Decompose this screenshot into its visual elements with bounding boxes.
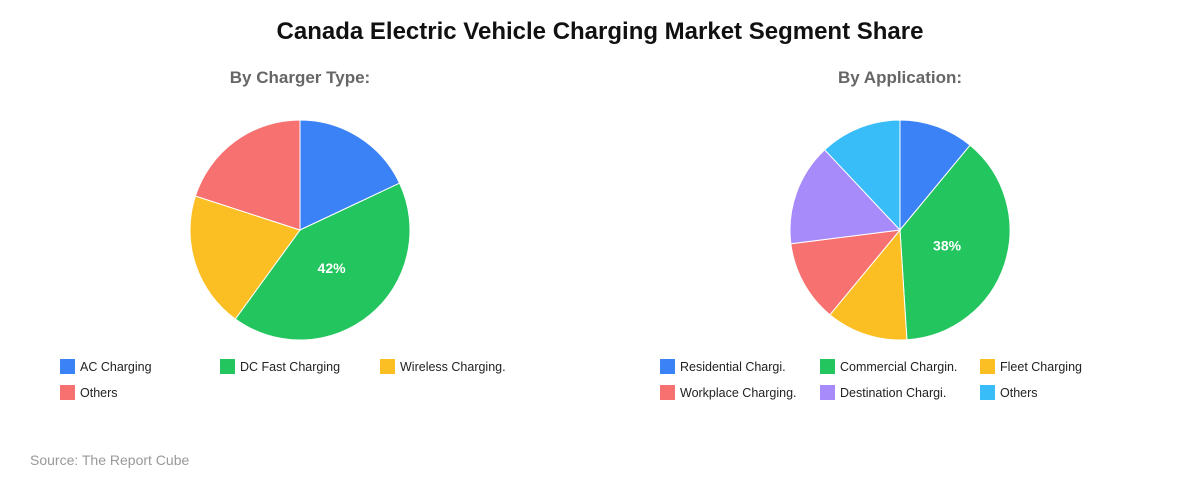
legend-label: Others: [80, 385, 118, 400]
pie-slice-others: [194, 119, 301, 231]
legend-item-ac-charging: AC Charging: [60, 359, 152, 374]
pie-slice-commercial-chargin: [899, 144, 1011, 341]
legend-item-residential-chargi: Residential Chargi.: [660, 359, 786, 374]
charger-type-subtitle: By Charger Type:: [229, 68, 371, 87]
application-subtitle: By Application:: [837, 68, 963, 87]
pie-slice-others: [823, 119, 901, 232]
legend-label: Workplace Charging.: [680, 385, 797, 400]
pie-slice-workplace-charging: [790, 229, 902, 316]
legend-item-commercial-chargin: Commercial Chargin.: [820, 359, 957, 374]
legend-swatch: [980, 359, 995, 374]
pie-slice-fleet-charging: [829, 228, 908, 341]
pie-slice-ac-charging: [299, 119, 401, 231]
legend-label: Destination Chargi.: [840, 385, 947, 400]
legend-swatch: [660, 385, 675, 400]
legend-swatch: [820, 385, 835, 400]
data-label-dc-fast-charging: 42%: [318, 260, 347, 276]
application-pie: 38%: [789, 119, 1011, 341]
chart-title: Canada Electric Vehicle Charging Market …: [276, 18, 924, 45]
legend-item-fleet-charging: Fleet Charging: [980, 359, 1082, 374]
legend-swatch: [60, 359, 75, 374]
data-label-commercial-chargin: 38%: [933, 237, 962, 253]
legend-swatch: [60, 385, 75, 400]
application-panel: By Application: 38% Residential Chargi. C…: [600, 60, 1200, 420]
legend-swatch: [660, 359, 675, 374]
legend-label: Others: [1000, 385, 1038, 400]
pie-slice-dc-fast-charging: [234, 182, 411, 341]
legend-item-others: Others: [980, 385, 1038, 400]
legend-swatch: [380, 359, 395, 374]
legend-item-destination-chargi: Destination Chargi.: [820, 385, 946, 400]
legend-item-workplace-charging: Workplace Charging.: [660, 385, 797, 400]
legend-swatch: [820, 359, 835, 374]
legend-label: Fleet Charging: [1000, 359, 1082, 374]
pie-slice-residential-chargi: [899, 119, 971, 232]
pie-slice-destination-chargi: [789, 149, 902, 245]
legend-label: AC Charging: [80, 359, 152, 374]
legend-label: Commercial Chargin.: [840, 359, 958, 374]
legend-swatch: [980, 385, 995, 400]
charger-type-panel: By Charger Type: 42% AC Charging DC Fast …: [0, 60, 600, 420]
legend-swatch: [220, 359, 235, 374]
legend-label: Wireless Charging.: [400, 359, 506, 374]
source-note: Source: The Report Cube: [30, 452, 190, 468]
legend-item-others: Others: [60, 385, 118, 400]
legend-item-wireless-charging: Wireless Charging.: [380, 359, 506, 374]
legend-label: DC Fast Charging: [240, 359, 341, 374]
pie-slice-wireless-charging: [189, 195, 301, 320]
charger-type-pie: 42%: [189, 119, 411, 341]
legend-item-dc-fast-charging: DC Fast Charging: [220, 359, 340, 374]
legend-label: Residential Chargi.: [680, 359, 786, 374]
